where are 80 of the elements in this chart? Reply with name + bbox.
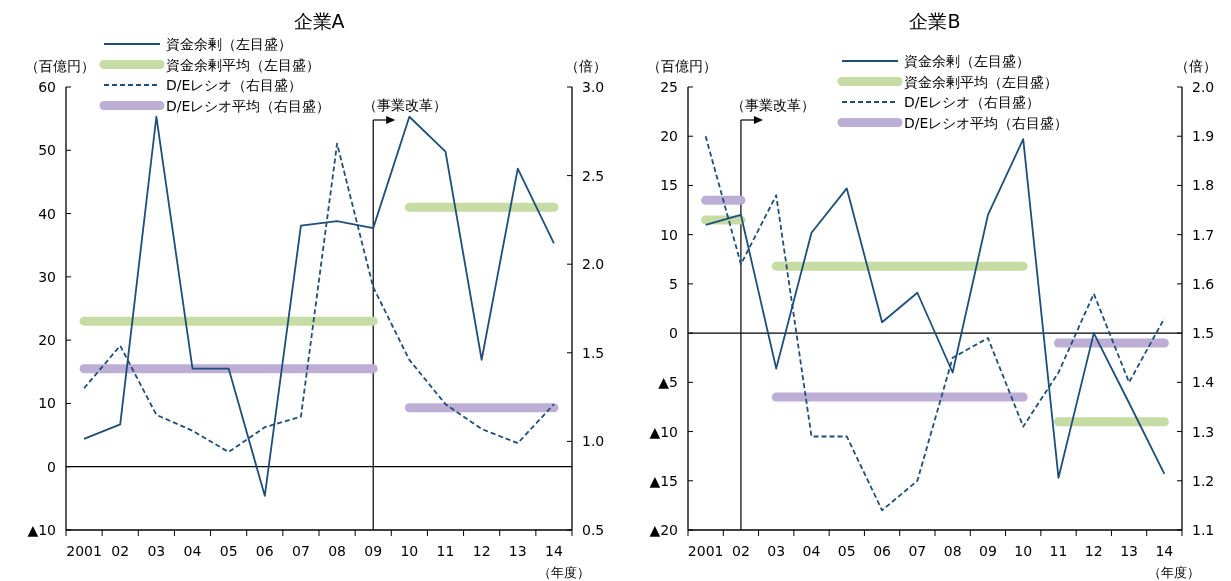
x-tick-label: 07: [292, 543, 310, 559]
y2-tick-label: 1.6: [1192, 275, 1215, 292]
y-axis-title: （百億円）: [647, 58, 717, 74]
x-tick-label: 09: [364, 543, 383, 559]
y-tick-label: ▲5: [658, 374, 678, 391]
y-tick-label: 15: [660, 177, 678, 194]
x-tick-label: 02: [111, 543, 130, 559]
y2-tick-label: 2.5: [582, 167, 605, 184]
ref-line-label: （事業改革）: [363, 97, 448, 113]
x-axis-title: （年度）: [538, 565, 590, 580]
y-tick-label: 20: [38, 332, 56, 349]
y-tick-label: ▲20: [649, 522, 678, 538]
y2-tick-label: 1.5: [1192, 325, 1215, 342]
y2-tick-label: 1.9: [1192, 128, 1215, 145]
x-tick-label: 06: [255, 543, 274, 559]
y2-tick-label: 2.0: [582, 256, 605, 273]
y-tick-label: 30: [38, 268, 56, 285]
chart-title: 企業A: [293, 10, 345, 32]
legend-label: D/Eレシオ（右目盛）: [166, 77, 303, 93]
legend-label: 資金余剰（左目盛）: [166, 36, 292, 52]
y-tick-label: 10: [38, 395, 56, 412]
y2-tick-label: 1.1: [1192, 522, 1215, 538]
x-tick-label: 11: [1049, 543, 1068, 559]
y2-axis-title: （倍）: [565, 58, 607, 74]
x-tick-label: 10: [1014, 543, 1033, 559]
x-tick-label: 06: [873, 543, 892, 559]
y2-tick-label: 1.3: [1192, 423, 1215, 440]
legend-label: 資金余剰（左目盛）: [904, 53, 1030, 69]
x-tick-label: 13: [1120, 543, 1138, 559]
x-tick-label: 13: [508, 543, 527, 559]
x-tick-label: 05: [837, 543, 856, 559]
y-axis-title: （百億円）: [25, 58, 95, 74]
legend-label: 資金余剰平均（左目盛）: [166, 56, 320, 73]
y2-tick-label: 1.7: [1192, 226, 1215, 243]
y2-tick-label: 1.0: [582, 433, 605, 450]
y2-tick-label: 1.5: [582, 344, 605, 361]
y2-tick-label: 3.0: [582, 79, 605, 95]
x-tick-label: 05: [219, 543, 238, 559]
y2-tick-label: 0.5: [582, 522, 605, 538]
x-tick-label: 12: [472, 543, 491, 559]
y-tick-label: 25: [660, 79, 678, 95]
y2-tick-label: 1.4: [1192, 374, 1215, 391]
y-tick-label: 0: [47, 458, 56, 475]
x-tick-label: 11: [436, 543, 455, 559]
y-tick-label: 60: [38, 79, 56, 95]
y-tick-label: 10: [660, 226, 678, 243]
y2-axis-title: （倍）: [1175, 58, 1217, 74]
ref-line-label: （事業改革）: [730, 97, 815, 113]
y-tick-label: 20: [660, 128, 678, 145]
y-tick-label: 50: [38, 142, 56, 159]
x-tick-label: 12: [1084, 543, 1103, 559]
y2-tick-label: 1.8: [1192, 177, 1215, 194]
y2-tick-label: 1.2: [1192, 472, 1215, 489]
x-tick-label: 14: [1155, 543, 1174, 559]
x-tick-label: 2001: [687, 543, 724, 559]
legend-label: D/Eレシオ平均（右目盛）: [166, 97, 331, 114]
x-tick-label: 04: [802, 543, 821, 559]
x-tick-label: 09: [979, 543, 997, 559]
chart-title: 企業B: [909, 10, 961, 32]
x-tick-label: 07: [908, 543, 927, 559]
legend-label: D/Eレシオ（右目盛）: [904, 94, 1041, 110]
x-tick-label: 10: [400, 543, 419, 559]
y-tick-label: 40: [38, 205, 56, 222]
y-tick-label: ▲15: [649, 472, 678, 489]
y-tick-label: 5: [669, 275, 678, 292]
x-axis-title: （年度）: [1148, 565, 1200, 580]
x-tick-label: 03: [767, 543, 786, 559]
y2-tick-label: 2.0: [1192, 79, 1215, 95]
x-tick-label: 02: [732, 543, 750, 559]
y-tick-label: ▲10: [27, 522, 56, 538]
y-tick-label: ▲10: [649, 423, 678, 440]
y-tick-label: 0: [669, 325, 678, 342]
legend-label: 資金余剰平均（左目盛）: [904, 73, 1058, 90]
x-tick-label: 08: [328, 543, 346, 559]
x-tick-label: 04: [183, 543, 202, 559]
x-tick-label: 03: [147, 543, 166, 559]
x-tick-label: 08: [943, 543, 962, 559]
x-tick-label: 14: [545, 543, 563, 559]
legend-label: D/Eレシオ平均（右目盛）: [904, 114, 1069, 131]
x-tick-label: 2001: [66, 543, 102, 559]
